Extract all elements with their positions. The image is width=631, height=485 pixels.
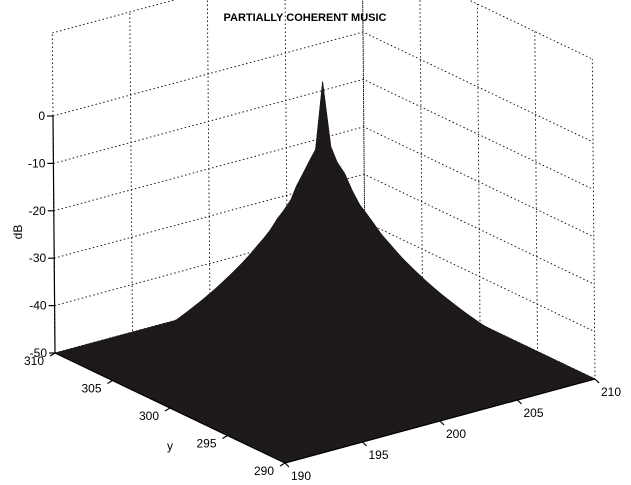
grid-line-z: [52, 31, 594, 143]
y-tick-label: 295: [196, 437, 216, 451]
y-tick-label: 300: [139, 409, 159, 423]
z-axis-line: [52, 115, 56, 354]
y-tick-label: 290: [254, 464, 274, 478]
y-tick-mark: [222, 434, 228, 440]
x-tick-mark: [439, 420, 445, 426]
z-tick-label: -40: [29, 299, 47, 313]
x-tick-label: 195: [369, 448, 389, 462]
z-tick-label: -20: [28, 204, 46, 218]
grid-edge: [467, 0, 593, 60]
y-tick-label: 310: [24, 354, 44, 368]
grid-line-z: [54, 173, 595, 285]
x-tick-label: 205: [524, 406, 544, 420]
x-tick-label: 210: [601, 385, 621, 399]
z-tick-label: -10: [28, 156, 46, 170]
z-axis-ticks: 0 -10 -20 -30 -40 -50: [28, 109, 55, 360]
x-axis-ticks: 190 195 200 205 210: [284, 378, 621, 483]
y-tick-mark: [107, 379, 113, 385]
y-tick-label: 305: [81, 382, 101, 396]
y-tick-mark: [164, 407, 171, 412]
y-tick-mark: [49, 352, 56, 357]
z-tick-label: -30: [29, 251, 47, 265]
y-axis-ticks: 290 295 300 305 310: [24, 352, 286, 478]
x-tick-mark: [517, 399, 522, 405]
x-tick-mark: [362, 441, 367, 447]
x-tick-mark: [594, 378, 600, 384]
z-tick-label: -50: [30, 346, 48, 360]
chart-title: PARTIALLY COHERENT MUSIC: [224, 12, 387, 24]
surface-mesh: [54, 81, 596, 464]
x-tick-mark: [284, 462, 290, 468]
y-axis-label: y: [167, 439, 173, 453]
z-axis-label: dB: [11, 225, 25, 240]
z-tick-label: 0: [38, 109, 45, 123]
x-tick-label: 190: [291, 469, 311, 483]
x-tick-label: 200: [446, 427, 466, 441]
y-tick-mark: [279, 462, 286, 467]
